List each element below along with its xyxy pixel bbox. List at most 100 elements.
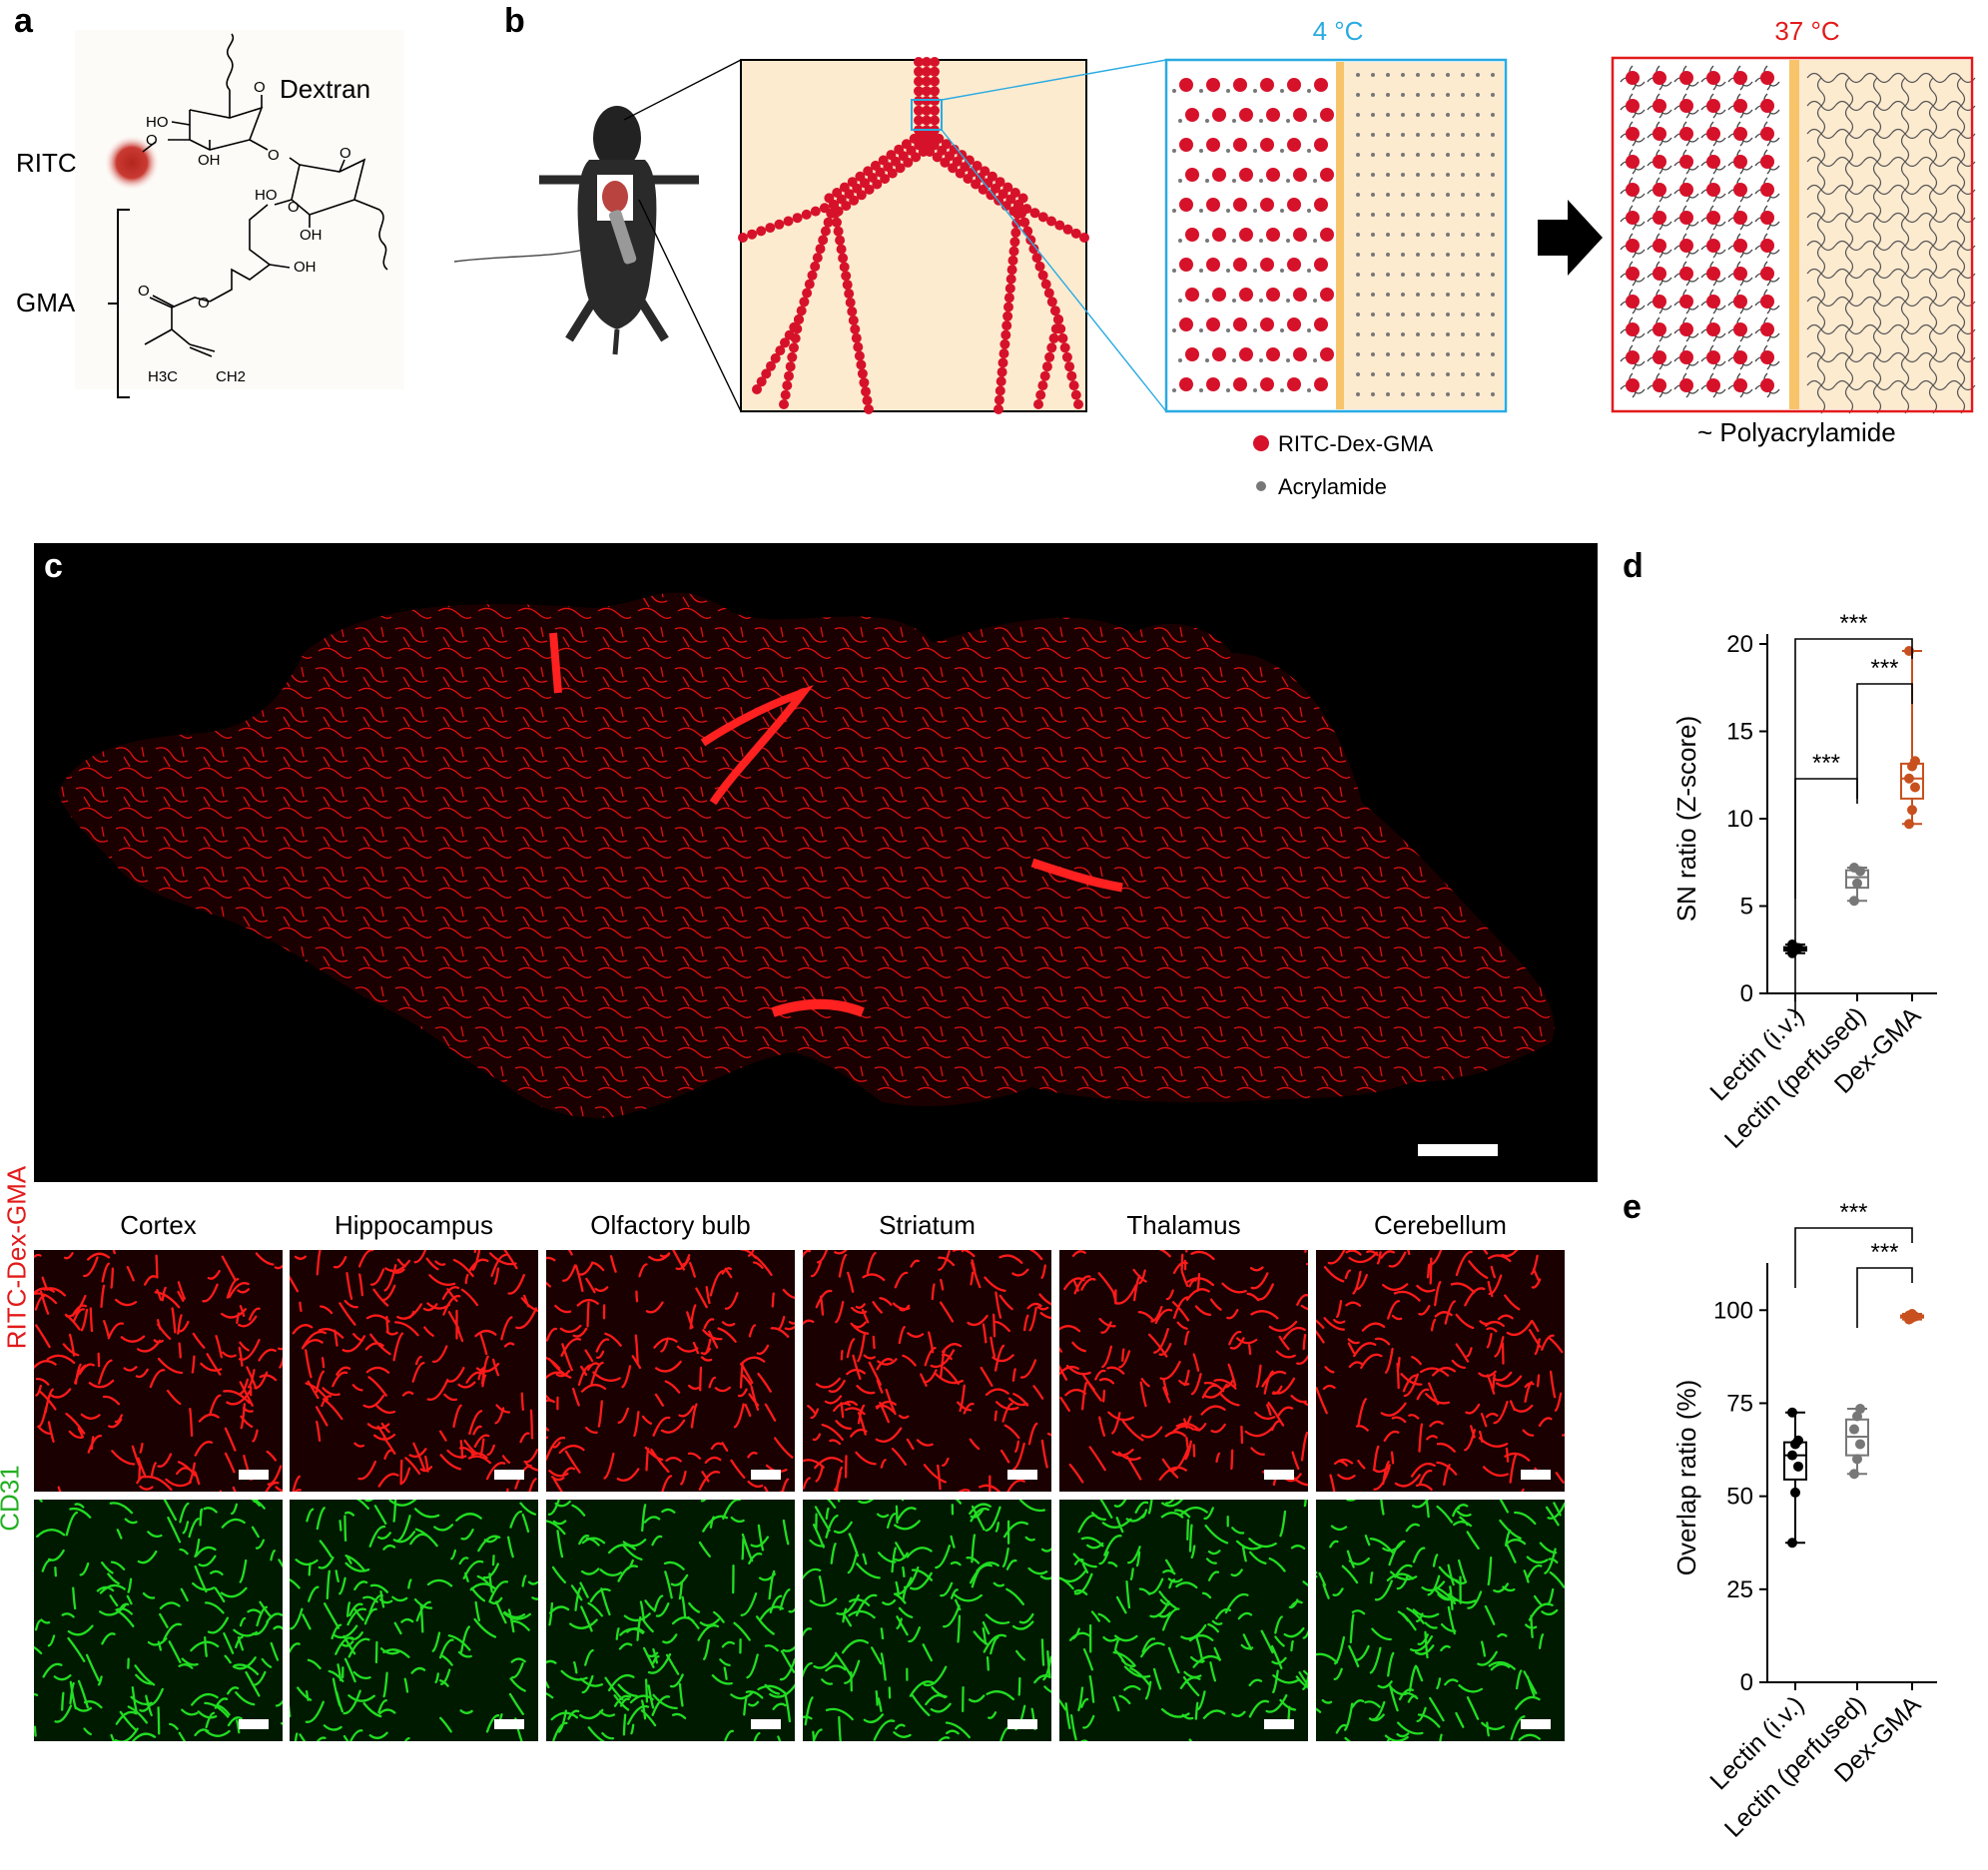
significance-bracket — [1856, 683, 1913, 804]
panel-label-c: c — [44, 547, 63, 585]
vessel-cell — [812, 253, 823, 264]
vessel-cell — [930, 57, 940, 67]
vessel-cell — [849, 195, 860, 206]
vessel-cell — [949, 144, 960, 155]
cd31-image-olfactory-bulb — [546, 1500, 795, 1741]
vessel-cell — [930, 66, 940, 77]
cd31-image-cortex — [34, 1500, 283, 1741]
vessel-cell — [887, 168, 898, 179]
y-tick-label: 25 — [1726, 1576, 1753, 1603]
data-point — [1787, 1538, 1797, 1549]
vessel-cell — [1033, 399, 1043, 409]
vessel-cell — [997, 357, 1008, 368]
vessel-cell — [841, 271, 852, 282]
ritc-image-cortex — [34, 1250, 283, 1492]
vessel-tree — [738, 57, 1089, 414]
vessel-cell — [780, 337, 790, 348]
vessel-cell — [895, 163, 906, 174]
vessel-cell — [1079, 233, 1089, 243]
vessel-cell — [1010, 228, 1021, 238]
vessel-cell — [880, 174, 891, 185]
vessel-cell — [1019, 217, 1030, 228]
vessel-cell — [818, 235, 829, 246]
significance-label: *** — [1870, 655, 1898, 682]
atom-oh-1: OH — [198, 152, 221, 169]
atom-ho-1: HO — [146, 114, 169, 131]
vessel-cell — [911, 152, 922, 163]
scale-bar — [494, 1470, 524, 1480]
glycerol-linker — [144, 204, 291, 357]
vessel-cell — [1031, 253, 1042, 264]
data-point — [1852, 878, 1862, 889]
gma-label: GMA — [16, 288, 76, 317]
cd31-image-cerebellum — [1316, 1500, 1565, 1741]
legend-ritc-label: RITC-Dex-GMA — [1278, 431, 1434, 456]
vessel-cell — [738, 233, 748, 243]
vessel-cell — [765, 223, 776, 234]
y-tick-label: 10 — [1726, 806, 1753, 833]
vessel-cell — [779, 399, 789, 409]
data-point — [1787, 1450, 1797, 1461]
panel-label-e: e — [1623, 1188, 1642, 1226]
vessel-cell — [1003, 302, 1013, 312]
vessel-cell — [922, 86, 932, 97]
y-axis-label: SN ratio (Z-score) — [1671, 716, 1701, 923]
vessel-cell — [796, 306, 807, 316]
vessel-cell — [802, 288, 813, 299]
panel-label-d: d — [1623, 547, 1644, 585]
vessel-cell — [1068, 380, 1079, 391]
vessel-cell — [801, 209, 812, 220]
vessel-cell — [1028, 244, 1039, 255]
vessel-cell — [994, 404, 1003, 414]
legend-acryl-marker — [1256, 481, 1266, 491]
vessel-cell — [972, 161, 983, 171]
vessel-cell — [836, 244, 847, 255]
vessel-cell — [842, 280, 853, 291]
atom-h3c: H3C — [148, 368, 178, 385]
vessel-cell — [1022, 226, 1033, 237]
vessel-cell — [854, 350, 865, 361]
vessel-cell — [1029, 208, 1040, 219]
data-point — [1849, 1469, 1859, 1480]
vessel-cell — [783, 216, 794, 227]
vessel-cell — [1001, 320, 1012, 331]
vessel-cell — [941, 139, 952, 150]
vessel-cell — [799, 297, 810, 308]
panel-label-b: b — [504, 2, 525, 40]
data-point — [1910, 782, 1920, 793]
vessel-cell — [914, 86, 924, 97]
vessel-cell — [782, 380, 793, 391]
vessel-cell — [1057, 332, 1068, 343]
ritc-image-hippocampus — [290, 1250, 538, 1492]
polyacrylamide-label: ~ Polyacrylamide — [1697, 417, 1896, 447]
panel-a-structure: Dextran RITC GMA HO O OH O O HO O OH OH … — [16, 30, 404, 398]
vessel-cell — [1006, 265, 1017, 276]
vessel-cell — [787, 351, 798, 362]
vessel-cell — [1062, 224, 1073, 235]
data-point — [1855, 1404, 1865, 1415]
ritc-image-striatum — [803, 1250, 1051, 1492]
vessel-cell — [1043, 288, 1054, 299]
glucose-ring-2 — [274, 157, 388, 271]
significance-bracket — [1856, 1267, 1913, 1328]
vessel-cell — [996, 366, 1007, 377]
vessel-cell — [1046, 297, 1057, 308]
vessel-cell — [930, 76, 940, 87]
significance-bracket — [1794, 1227, 1913, 1288]
vessel-cell — [747, 229, 758, 240]
vessel-cell — [994, 177, 1005, 188]
atom-ch2: CH2 — [216, 368, 246, 385]
vessel-cell — [914, 76, 924, 87]
atom-o-1: O — [146, 132, 158, 149]
vessel-cell — [980, 166, 991, 177]
vessel-cell — [922, 57, 932, 67]
data-point — [1855, 1439, 1865, 1450]
vessel-cell — [1035, 389, 1046, 400]
vessel-cell — [914, 66, 924, 77]
cd31-image-striatum — [803, 1500, 1051, 1741]
vessel-cell — [761, 368, 772, 379]
vessel-cell — [1040, 279, 1051, 290]
vessel-cell — [903, 157, 914, 168]
